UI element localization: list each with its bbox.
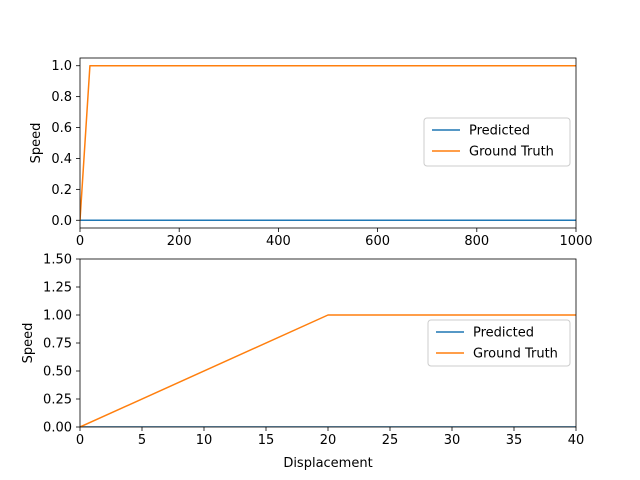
top-chart: 0 200 400 600 800 1000 0.0 0.2 0.4 0.6 0.8 1.0 Speed… — [29, 57, 593, 249]
plot-frame — [79, 57, 577, 229]
legend-box — [423, 117, 571, 167]
y-tick-label: 1.00 — [43, 309, 72, 324]
x-tick-label: 0 — [76, 433, 84, 448]
y-tick-label: 0.50 — [43, 365, 72, 380]
y-tick-label: 1.0 — [51, 59, 72, 74]
y-tick-label: 0.00 — [43, 421, 72, 436]
y-tick-label: 0.6 — [51, 121, 72, 136]
legend: Predicted Ground Truth — [423, 117, 571, 167]
legend-entry: Predicted — [473, 326, 534, 341]
y-tick-label: 1.25 — [43, 281, 72, 296]
x-tick-label: 15 — [258, 433, 275, 448]
legend: Predicted Ground Truth — [427, 319, 571, 367]
series-line-ground-truth — [80, 64, 576, 221]
y-tick-label: 0.25 — [43, 393, 72, 408]
x-tick-label: 35 — [506, 433, 523, 448]
x-tick-label: 1000 — [559, 234, 592, 249]
x-tick-label: 30 — [444, 433, 461, 448]
x-tick-label: 0 — [76, 234, 84, 249]
y-axis-label: Speed — [29, 123, 44, 164]
y-tick-label: 0.8 — [51, 90, 72, 105]
x-tick-label: 25 — [382, 433, 399, 448]
x-tick-label: 800 — [464, 234, 489, 249]
x-tick-label: 200 — [167, 234, 192, 249]
y-tick-label: 0.75 — [43, 337, 72, 352]
x-axis-label: Displacement — [283, 456, 372, 471]
x-tick-label: 400 — [266, 234, 291, 249]
y-tick-label: 0.4 — [51, 152, 72, 167]
y-axis-label: Speed — [21, 323, 36, 364]
series-line-ground-truth — [80, 314, 576, 427]
y-tick-label: 0.2 — [51, 183, 72, 198]
x-tick-label: 5 — [138, 433, 146, 448]
y-tick-label: 0.0 — [51, 214, 72, 229]
x-tick-label: 20 — [320, 433, 337, 448]
x-tick-label: 10 — [196, 433, 213, 448]
legend-entry: Predicted — [469, 124, 530, 139]
y-tick-label: 1.50 — [43, 253, 72, 268]
legend-entry: Ground Truth — [473, 347, 558, 362]
x-tick-label: 600 — [365, 234, 390, 249]
legend-entry: Ground Truth — [469, 145, 554, 160]
bottom-chart: 0 5 10 15 20 25 30 35 40 0.00 0.25 0.50 0.75 1.00 1.25… — [21, 253, 584, 472]
x-tick-label: 40 — [568, 433, 585, 448]
